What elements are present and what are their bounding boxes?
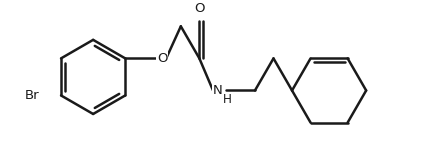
Text: O: O bbox=[194, 2, 204, 15]
Text: O: O bbox=[157, 52, 167, 65]
Text: N: N bbox=[213, 84, 222, 97]
Text: H: H bbox=[222, 93, 231, 106]
Text: Br: Br bbox=[25, 89, 39, 102]
